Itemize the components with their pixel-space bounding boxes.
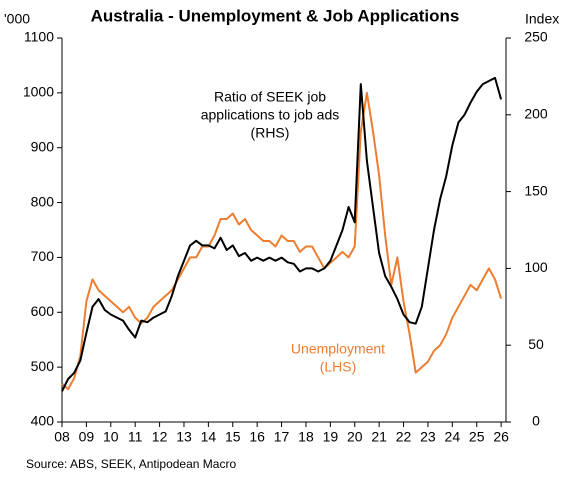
- x-tick-label: 18: [298, 429, 314, 445]
- y-tick-label: 400: [31, 413, 55, 429]
- annotation: Unemployment: [291, 341, 385, 357]
- x-tick-label: 13: [176, 429, 192, 445]
- y-tick-label: 500: [31, 358, 55, 374]
- y2-tick-label: 150: [524, 182, 548, 198]
- x-tick-label: 14: [201, 429, 217, 445]
- y2-tick-label: 50: [528, 336, 544, 352]
- y-tick-label: 1000: [23, 84, 54, 100]
- x-tick-label: 15: [225, 429, 241, 445]
- series-line: [61, 91, 503, 391]
- annotation: applications to job ads: [201, 107, 340, 123]
- chart-title: Australia - Unemployment & Job Applicati…: [91, 6, 460, 25]
- x-tick-label: 24: [445, 429, 461, 445]
- y2-tick-label: 200: [524, 106, 548, 122]
- y-tick-label: 800: [31, 193, 55, 209]
- y-tick-label: 700: [31, 248, 55, 264]
- y2-tick-label: 250: [524, 29, 548, 45]
- x-tick-label: 22: [396, 429, 412, 445]
- x-tick-label: 25: [469, 429, 485, 445]
- x-tick-label: 16: [249, 429, 265, 445]
- x-tick-label: 09: [79, 429, 95, 445]
- annotation: (RHS): [251, 125, 290, 141]
- x-tick-label: 23: [420, 429, 436, 445]
- y2-tick-label: 100: [524, 259, 548, 275]
- y-tick-label: 900: [31, 138, 55, 154]
- x-tick-label: 12: [152, 429, 168, 445]
- x-tick-label: 11: [128, 429, 143, 445]
- x-tick-label: 26: [493, 429, 509, 445]
- x-tick-label: 21: [371, 429, 387, 445]
- series-line: [61, 76, 503, 392]
- annotation: (LHS): [320, 359, 357, 375]
- x-tick-label: 10: [103, 429, 119, 445]
- y-tick-label: 600: [31, 303, 55, 319]
- x-tick-label: 19: [323, 429, 339, 445]
- x-tick-label: 08: [54, 429, 70, 445]
- x-tick-label: 20: [347, 429, 363, 445]
- y2-tick-label: 0: [532, 413, 540, 429]
- source: Source: ABS, SEEK, Antipodean Macro: [26, 457, 236, 471]
- y-axis-label: '000: [4, 11, 30, 27]
- x-tick-label: 17: [274, 429, 290, 445]
- annotation: Ratio of SEEK job: [214, 89, 326, 105]
- y2-axis-label: Index: [525, 11, 559, 27]
- y-tick-label: 1100: [24, 29, 54, 45]
